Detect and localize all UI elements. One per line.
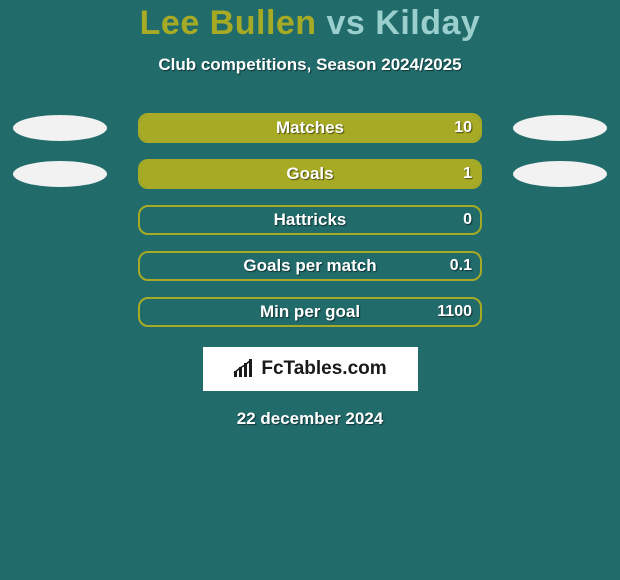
- title-player-right: Kilday: [375, 4, 480, 42]
- stats-area: Matches10 Goals1 Hattricks0 Goals per match…: [0, 113, 620, 327]
- title-vs: vs: [317, 4, 376, 42]
- chart-icon: [233, 359, 255, 379]
- brand-badge[interactable]: FcTables.com: [203, 347, 418, 391]
- left-ellipse: [13, 115, 107, 141]
- brand-text: FcTables.com: [261, 358, 386, 380]
- bar-track: [138, 113, 482, 143]
- page-title: Lee Bullen vs Kilday: [0, 4, 620, 43]
- stat-row: Goals1: [16, 159, 604, 189]
- comparison-card: Lee Bullen vs Kilday Club competitions, …: [0, 0, 620, 429]
- subtitle: Club competitions, Season 2024/2025: [0, 55, 620, 75]
- bar-track: [138, 297, 482, 327]
- stat-row: Matches10: [16, 113, 604, 143]
- bar-fill: [140, 161, 480, 187]
- bar-track: [138, 251, 482, 281]
- footer-date: 22 december 2024: [0, 409, 620, 429]
- stat-row: Hattricks0: [16, 205, 604, 235]
- right-ellipse: [513, 115, 607, 141]
- title-player-left: Lee Bullen: [140, 4, 317, 42]
- right-ellipse: [513, 161, 607, 187]
- bar-track: [138, 205, 482, 235]
- stat-row: Goals per match0.1: [16, 251, 604, 281]
- bar-track: [138, 159, 482, 189]
- left-ellipse: [13, 161, 107, 187]
- stat-row: Min per goal1100: [16, 297, 604, 327]
- bar-fill: [140, 115, 480, 141]
